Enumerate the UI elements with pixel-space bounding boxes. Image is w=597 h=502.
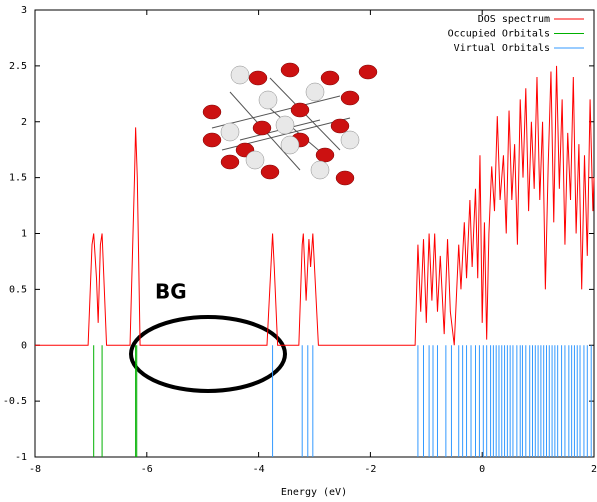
y-tick-label: 1 [21, 229, 27, 240]
y-tick-label: 2 [21, 117, 27, 128]
y-tick-label: 0 [21, 340, 27, 351]
y-tick-label: -1 [15, 452, 27, 463]
legend-label: Occupied Orbitals [448, 29, 550, 40]
molecule-image [203, 63, 377, 185]
x-axis-label: Energy (eV) [281, 487, 347, 498]
legend-label: DOS spectrum [478, 14, 550, 25]
chart: BG Energy (eV) -1 -0.5 0 0.5 1 1.5 2 2.5 3 -8 -6 -4… [0, 0, 597, 502]
y-tick-label: 2.5 [9, 61, 27, 72]
legend-label: Virtual Orbitals [454, 43, 550, 54]
x-tick-label: -6 [141, 464, 153, 475]
x-tick-label: 2 [591, 464, 597, 475]
x-tick-label: -8 [29, 464, 41, 475]
x-tick-label: -2 [364, 464, 376, 475]
annotation: BG [155, 280, 187, 304]
y-tick-label: -0.5 [3, 396, 27, 407]
band-gap-ellipse [131, 317, 285, 391]
x-tick-label: -4 [253, 464, 265, 475]
y-tick-label: 1.5 [9, 173, 27, 184]
y-tick-label: 3 [21, 5, 27, 16]
y-tick-label: 0.5 [9, 284, 27, 295]
x-tick-label: 0 [479, 464, 485, 475]
dos-line [35, 66, 594, 345]
